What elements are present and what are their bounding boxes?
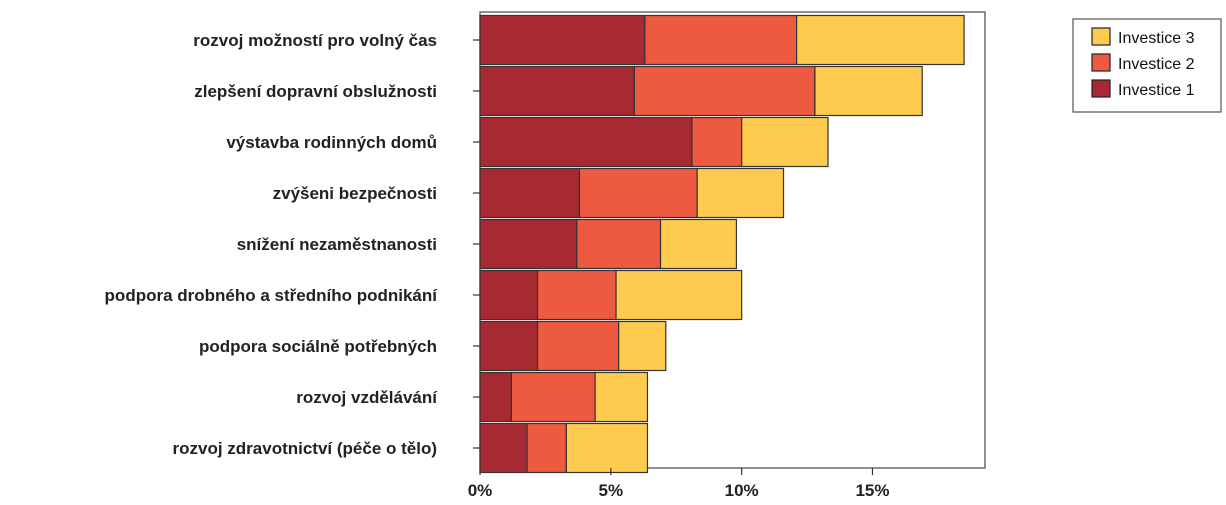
category-label-zlepseni-dopravni-obsluznosti: zlepšení dopravní obslužnosti	[194, 82, 437, 101]
bar-investice-1-rozvoj-vzdelavani	[479, 371, 512, 423]
legend-label-investice-2: Investice 2	[1118, 56, 1195, 73]
category-label-podpora-drobneho-a-stredniho-podnikani: podpora drobného a středního podnikání	[105, 286, 439, 305]
bar-investice-3-snizeni-nezamestnanosti	[659, 218, 738, 270]
bar-investice-3-zlepseni-dopravni-obsluznosti	[814, 65, 923, 117]
bar-investice-1-podpora-drobneho-a-stredniho-podnikani	[479, 269, 539, 321]
legend-label-investice-1: Investice 1	[1118, 82, 1195, 99]
bar-investice-1-podpora-socialne-potrebnych	[479, 320, 539, 372]
x-tick-label-5: 5%	[599, 481, 624, 500]
bar-investice-3-vystavba-rodinnych-domu	[741, 116, 829, 168]
bar-investice-1-zvyseni-bezpecnosti	[479, 167, 581, 219]
bars-group	[479, 14, 965, 474]
bar-investice-2-podpora-drobneho-a-stredniho-podnikani	[536, 269, 617, 321]
bar-investice-2-zvyseni-bezpecnosti	[578, 167, 698, 219]
bar-investice-2-rozvoj-vzdelavani	[510, 371, 596, 423]
legend-swatch-investice-3	[1091, 27, 1111, 46]
bar-investice-3-rozvoj-vzdelavani	[594, 371, 649, 423]
x-tick-label-10: 10%	[725, 481, 759, 500]
bar-investice-1-rozvoj-zdravotnictvi-pece-o-telo	[479, 422, 528, 474]
bar-investice-2-podpora-socialne-potrebnych	[536, 320, 620, 372]
bar-investice-3-podpora-socialne-potrebnych	[618, 320, 667, 372]
bar-investice-1-zlepseni-dopravni-obsluznosti	[479, 65, 635, 117]
category-label-rozvoj-vzdelavani: rozvoj vzdělávání	[296, 388, 438, 407]
bar-investice-3-rozvoj-zdravotnictvi-pece-o-telo	[565, 422, 649, 474]
bar-investice-3-zvyseni-bezpecnosti	[696, 167, 785, 219]
x-axis-ticks-group: 0% 5% 10% 15%	[468, 39, 890, 500]
category-labels-group: rozvoj možností pro volný čas zlepšení do…	[105, 31, 439, 458]
x-tick-label-15: 15%	[855, 481, 889, 500]
bar-investice-2-vystavba-rodinnych-domu	[691, 116, 743, 168]
legend-swatch-investice-1	[1091, 79, 1111, 98]
bar-investice-3-podpora-drobneho-a-stredniho-podnikani	[615, 269, 743, 321]
bar-investice-2-snizeni-nezamestnanosti	[576, 218, 662, 270]
bar-investice-2-zlepseni-dopravni-obsluznosti	[633, 65, 816, 117]
bar-investice-3-rozvoj-moznosti-pro-volny-cas	[796, 14, 965, 66]
category-label-podpora-socialne-potrebnych: podpora sociálně potřebných	[199, 337, 437, 356]
legend-swatch-investice-2	[1091, 53, 1111, 72]
category-label-rozvoj-moznosti-pro-volny-cas: rozvoj možností pro volný čas	[193, 31, 437, 50]
bar-investice-1-snizeni-nezamestnanosti	[479, 218, 578, 270]
category-label-zvyseni-bezpecnosti: zvýšeni bezpečnosti	[273, 184, 437, 203]
category-label-snizeni-nezamestnanosti: snížení nezaměstnanosti	[237, 235, 437, 254]
category-label-rozvoj-zdravotnictvi-pece-o-telo: rozvoj zdravotnictví (péče o tělo)	[173, 439, 438, 458]
bar-investice-1-vystavba-rodinnych-domu	[479, 116, 693, 168]
x-tick-label-0: 0%	[468, 481, 493, 500]
category-label-vystavba-rodinnych-domu: výstavba rodinných domů	[226, 133, 437, 152]
legend: Investice 3 Investice 2 Investice 1	[1072, 18, 1222, 113]
bar-investice-2-rozvoj-moznosti-pro-volny-cas	[644, 14, 798, 66]
legend-label-investice-3: Investice 3	[1118, 30, 1195, 47]
bar-investice-1-rozvoj-moznosti-pro-volny-cas	[479, 14, 646, 66]
bar-investice-2-rozvoj-zdravotnictvi-pece-o-telo	[526, 422, 567, 474]
